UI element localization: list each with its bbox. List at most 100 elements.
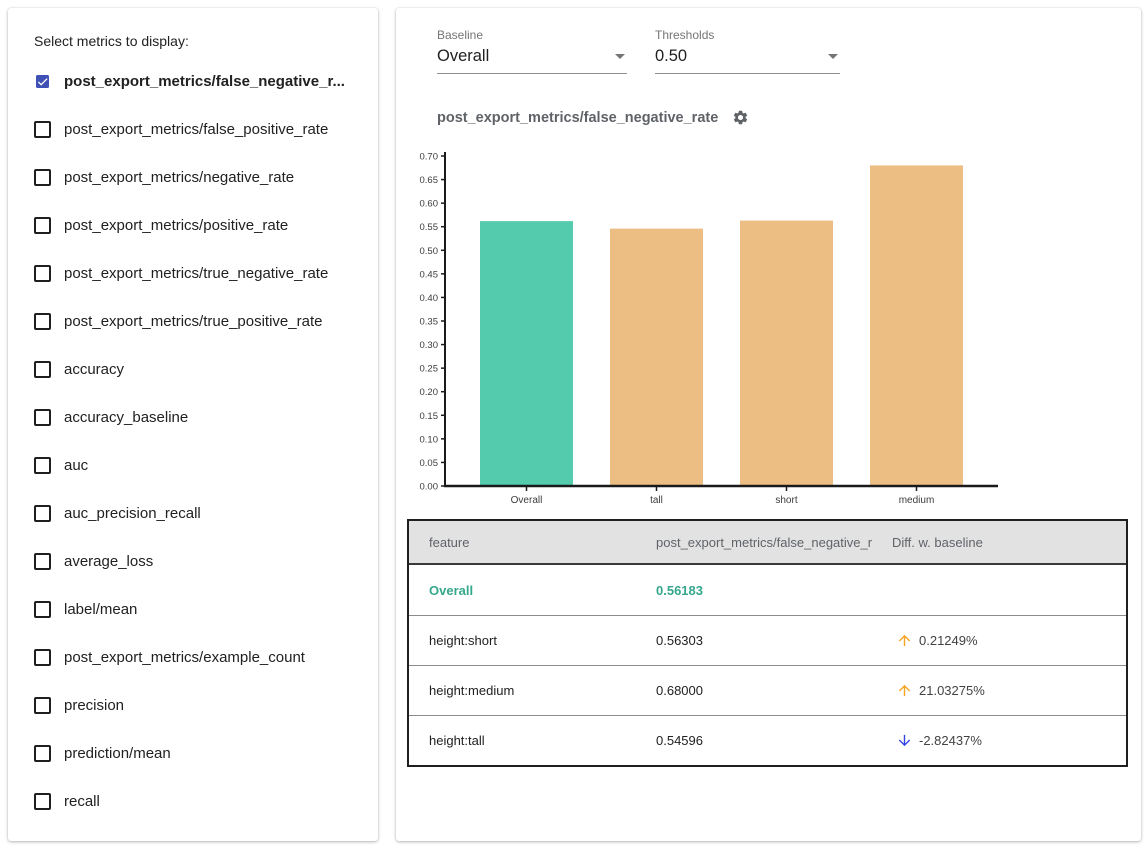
- metric-label: label/mean: [64, 601, 137, 618]
- chevron-down-icon: [828, 54, 838, 59]
- y-tick-label: 0.65: [420, 175, 439, 186]
- diff-value: 0.21249%: [919, 633, 978, 648]
- checkbox-unchecked-icon[interactable]: [34, 601, 51, 618]
- y-tick-label: 0.55: [420, 222, 439, 233]
- y-tick-label: 0.30: [420, 340, 439, 351]
- checkbox-unchecked-icon[interactable]: [34, 265, 51, 282]
- results-panel: Baseline Overall Thresholds 0.50 post_ex…: [396, 8, 1141, 841]
- checkbox-unchecked-icon[interactable]: [34, 505, 51, 522]
- baseline-select-group: Baseline Overall: [437, 28, 627, 74]
- y-tick-label: 0.45: [420, 269, 439, 280]
- table-row-height-tall: height:tall0.54596 -2.82437%: [409, 715, 1126, 765]
- checkbox-unchecked-icon[interactable]: [34, 793, 51, 810]
- metric-label: auc_precision_recall: [64, 505, 201, 522]
- sidebar-item-average-loss[interactable]: average_loss: [8, 537, 378, 585]
- sidebar-item-accuracy-baseline[interactable]: accuracy_baseline: [8, 393, 378, 441]
- baseline-select[interactable]: Overall: [437, 47, 627, 74]
- diff-value: 21.03275%: [919, 683, 985, 698]
- checkbox-unchecked-icon[interactable]: [34, 745, 51, 762]
- sidebar-item-recall[interactable]: recall: [8, 777, 378, 825]
- x-category-label: short: [775, 495, 797, 506]
- baseline-label: Baseline: [437, 28, 627, 42]
- metric-label: auc: [64, 457, 88, 474]
- checkbox-unchecked-icon[interactable]: [34, 457, 51, 474]
- table-header-row: feature post_export_metrics/false_negati…: [409, 521, 1126, 565]
- metric-label: accuracy_baseline: [64, 409, 188, 426]
- thresholds-value: 0.50: [655, 47, 687, 66]
- y-tick-label: 0.00: [420, 482, 439, 493]
- checkbox-unchecked-icon[interactable]: [34, 649, 51, 666]
- sidebar-title: Select metrics to display:: [34, 33, 378, 50]
- table-row-height-medium: height:medium0.68000 21.03275%: [409, 665, 1126, 715]
- y-tick-label: 0.70: [420, 152, 439, 163]
- metric-label: prediction/mean: [64, 745, 171, 762]
- bar-tall[interactable]: [610, 229, 703, 486]
- metric-label: post_export_metrics/positive_rate: [64, 217, 288, 234]
- diff-cell: 0.21249%: [872, 616, 1126, 665]
- metric-label: average_loss: [64, 553, 153, 570]
- arrow-up-icon: [896, 632, 913, 649]
- bar-short[interactable]: [740, 221, 833, 486]
- metric-label: post_export_metrics/example_count: [64, 649, 305, 666]
- chevron-down-icon: [615, 54, 625, 59]
- settings-gear-icon[interactable]: [732, 109, 749, 126]
- diff-cell: -2.82437%: [872, 716, 1126, 765]
- sidebar-item-auc[interactable]: auc: [8, 441, 378, 489]
- table-body: Overall0.56183height:short0.563030.21249…: [409, 565, 1126, 765]
- checkbox-unchecked-icon[interactable]: [34, 697, 51, 714]
- sidebar-item-post-export-metrics-true-negative-rate[interactable]: post_export_metrics/true_negative_rate: [8, 249, 378, 297]
- thresholds-select[interactable]: 0.50: [655, 47, 840, 74]
- bar-medium[interactable]: [870, 165, 963, 486]
- y-tick-label: 0.60: [420, 199, 439, 210]
- checkbox-unchecked-icon[interactable]: [34, 553, 51, 570]
- feature-cell: height:medium: [409, 666, 636, 715]
- bar-chart[interactable]: 0.000.050.100.150.200.250.300.350.400.45…: [417, 148, 1007, 510]
- y-tick-label: 0.50: [420, 246, 439, 257]
- checkbox-unchecked-icon[interactable]: [34, 361, 51, 378]
- diff-cell: 21.03275%: [872, 666, 1126, 715]
- arrow-up-icon: [896, 682, 913, 699]
- checkbox-unchecked-icon[interactable]: [34, 121, 51, 138]
- checkbox-unchecked-icon[interactable]: [34, 409, 51, 426]
- y-tick-label: 0.25: [420, 364, 439, 375]
- y-tick-label: 0.20: [420, 387, 439, 398]
- sidebar-item-accuracy[interactable]: accuracy: [8, 345, 378, 393]
- table-header-feature: feature: [409, 521, 636, 563]
- feature-cell: Overall: [409, 565, 636, 615]
- sidebar-item-prediction-mean[interactable]: prediction/mean: [8, 729, 378, 777]
- sidebar-item-post-export-metrics-false-negative-r-[interactable]: post_export_metrics/false_negative_r...: [8, 57, 378, 105]
- diff-value: -2.82437%: [919, 733, 982, 748]
- sidebar-item-post-export-metrics-positive-rate[interactable]: post_export_metrics/positive_rate: [8, 201, 378, 249]
- metric-value-cell: 0.68000: [636, 666, 872, 715]
- metrics-table: feature post_export_metrics/false_negati…: [407, 519, 1128, 767]
- x-category-label: tall: [650, 495, 663, 506]
- fairness-metrics-widget: Select metrics to display: post_export_m…: [0, 0, 1147, 856]
- sidebar-item-post-export-metrics-false-positive-rate[interactable]: post_export_metrics/false_positive_rate: [8, 105, 378, 153]
- sidebar-item-post-export-metrics-example-count[interactable]: post_export_metrics/example_count: [8, 633, 378, 681]
- diff-cell: [872, 565, 1126, 615]
- checkbox-unchecked-icon[interactable]: [34, 217, 51, 234]
- y-tick-label: 0.40: [420, 293, 439, 304]
- metric-label: post_export_metrics/true_negative_rate: [64, 265, 328, 282]
- checkbox-unchecked-icon[interactable]: [34, 313, 51, 330]
- metric-label: post_export_metrics/false_positive_rate: [64, 121, 328, 138]
- table-row-height-short: height:short0.563030.21249%: [409, 615, 1126, 665]
- bar-overall[interactable]: [480, 221, 573, 486]
- y-tick-label: 0.35: [420, 317, 439, 328]
- metric-value-cell: 0.54596: [636, 716, 872, 765]
- chart-title: post_export_metrics/false_negative_rate: [437, 110, 718, 126]
- checkbox-unchecked-icon[interactable]: [34, 169, 51, 186]
- metric-list: post_export_metrics/false_negative_r...p…: [8, 57, 378, 825]
- metric-label: precision: [64, 697, 124, 714]
- feature-cell: height:tall: [409, 716, 636, 765]
- checkbox-checked-icon[interactable]: [34, 73, 51, 90]
- feature-cell: height:short: [409, 616, 636, 665]
- sidebar-item-label-mean[interactable]: label/mean: [8, 585, 378, 633]
- sidebar-item-post-export-metrics-true-positive-rate[interactable]: post_export_metrics/true_positive_rate: [8, 297, 378, 345]
- sidebar-item-precision[interactable]: precision: [8, 681, 378, 729]
- sidebar-item-auc-precision-recall[interactable]: auc_precision_recall: [8, 489, 378, 537]
- y-tick-label: 0.05: [420, 458, 439, 469]
- x-category-label: medium: [899, 495, 935, 506]
- sidebar-item-post-export-metrics-negative-rate[interactable]: post_export_metrics/negative_rate: [8, 153, 378, 201]
- y-tick-label: 0.10: [420, 434, 439, 445]
